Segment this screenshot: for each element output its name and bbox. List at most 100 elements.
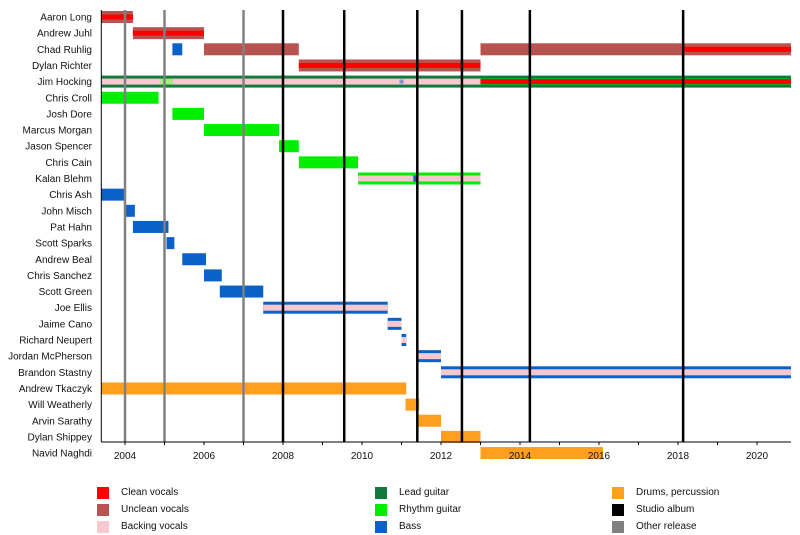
legend-column: Lead guitar Rhythm guitar Bass: [375, 484, 461, 535]
bar-inner: [480, 79, 791, 85]
member-label: Richard Neupert: [19, 336, 92, 347]
bar-segment: [204, 269, 222, 282]
legend-item-lead: Lead guitar: [375, 484, 461, 501]
member-label: Chris Ash: [49, 190, 92, 201]
member-labels: Aaron Long Andrew Juhl Chad Ruhlig Dylan Ri…: [8, 13, 93, 460]
x-tick-label: 2004: [114, 451, 137, 462]
legend-label: Backing vocals: [121, 521, 188, 532]
timeline-chart: Aaron Long Andrew Juhl Chad Ruhlig Dylan Ri…: [8, 10, 791, 462]
member-bar-bass: [401, 334, 407, 346]
member-label: Jordan McPherson: [8, 352, 92, 363]
legend-swatch: [97, 486, 109, 499]
member-label: Dylan Shippey: [28, 432, 92, 443]
bar-stripe: [358, 175, 481, 182]
legend-item-studio: Studio album: [612, 501, 719, 518]
member-label: Chris Cain: [45, 158, 92, 169]
legend-swatch: [612, 503, 624, 516]
x-tick-label: 2016: [588, 451, 611, 462]
bar-inner: [298, 62, 481, 68]
x-tick-label: 2008: [272, 451, 295, 462]
member-label: Brandon Stastny: [18, 368, 92, 379]
bar-segment: [204, 43, 299, 56]
member-bar-bass: [101, 188, 125, 201]
member-bar-bass: [417, 350, 441, 363]
member-bar-bass: [166, 237, 175, 250]
member-bar-drums: [405, 398, 420, 411]
member-label: Chad Ruhlig: [37, 45, 92, 56]
member-bar-unclean: [101, 11, 133, 23]
legend-label: Bass: [399, 521, 422, 532]
legend-item-clean: Clean vocals: [97, 484, 189, 501]
x-tick-label: 2014: [509, 451, 532, 462]
bar-inner: [132, 30, 204, 36]
member-label: Navid Naghdi: [32, 449, 92, 460]
legend-item-rhythm: Rhythm guitar: [375, 501, 461, 518]
member-bar-drums: [101, 382, 407, 395]
bar-inner: [683, 46, 791, 52]
bar-segment: [166, 237, 175, 250]
member-bars: [101, 11, 791, 460]
legend-label: Other release: [636, 521, 697, 532]
bar-segment: [219, 285, 264, 298]
member-bar-unclean: [204, 43, 299, 56]
release-lines: [123, 10, 685, 442]
bar-segment: [125, 204, 135, 217]
legend-swatch: [375, 503, 387, 516]
member-bar-unclean: [132, 27, 204, 40]
member-bar-bass: [125, 204, 135, 217]
member-bar-bass: [219, 285, 264, 298]
bar-inner: [413, 175, 419, 182]
x-tick-label: 2012: [430, 451, 453, 462]
x-tick-label: 2010: [351, 451, 374, 462]
member-label: Dylan Richter: [32, 61, 93, 72]
bar-inner: [399, 79, 404, 84]
bar-segment: [101, 91, 159, 104]
bar-inner: [101, 14, 133, 20]
bar-segment: [182, 253, 206, 266]
member-label: John Misch: [41, 206, 92, 217]
member-label: Andrew Beal: [35, 255, 92, 266]
member-label: Pat Hahn: [50, 222, 92, 233]
member-bar-bass: [172, 43, 183, 56]
legend: Clean vocals Unclean vocals Backing vocals…: [0, 484, 800, 535]
member-bar-rhythm: [101, 91, 159, 104]
bar-stripe: [417, 353, 441, 360]
legend-label: Drums, percussion: [636, 487, 720, 498]
member-label: Andrew Tkaczyk: [19, 384, 93, 395]
bar-segment: [417, 414, 441, 427]
bar-segment: [101, 382, 407, 395]
bar-stripe: [401, 337, 407, 343]
member-label: Jaime Cano: [39, 319, 93, 330]
member-label: Andrew Juhl: [37, 29, 92, 40]
x-tick-label: 2020: [746, 451, 769, 462]
member-label: Scott Sparks: [35, 239, 92, 250]
member-label: Jim Hocking: [38, 77, 92, 88]
legend-label: Lead guitar: [399, 487, 450, 498]
member-bar-unclean: [480, 43, 684, 56]
member-bar-rhythm: [358, 172, 481, 185]
bar-segment: [480, 43, 684, 56]
member-bar-lead: [160, 75, 173, 88]
legend-column: Clean vocals Unclean vocals Backing vocals: [97, 484, 189, 535]
member-label: Jason Spencer: [25, 142, 92, 153]
legend-item-bass: Bass: [375, 518, 461, 535]
legend-label: Clean vocals: [121, 487, 179, 498]
bar-stripe: [172, 78, 481, 85]
legend-item-other: Other release: [612, 518, 719, 535]
x-tick-label: 2006: [193, 451, 216, 462]
member-label: Chris Sanchez: [27, 271, 92, 282]
legend-label: Unclean vocals: [121, 504, 189, 515]
legend-swatch: [97, 503, 109, 516]
member-label: Arvin Sarathy: [32, 416, 92, 427]
member-label: Josh Dore: [46, 109, 92, 120]
member-label: Aaron Long: [40, 13, 92, 24]
legend-swatch: [375, 486, 387, 499]
member-bar-bass: [132, 220, 169, 233]
member-label: Scott Green: [39, 287, 92, 298]
bar-segment: [132, 220, 169, 233]
member-bar-lead: [101, 75, 161, 88]
legend-item-unclean: Unclean vocals: [97, 501, 189, 518]
member-bar-rhythm: [172, 107, 204, 120]
bar-segment: [480, 447, 603, 460]
member-label: Kalan Blehm: [35, 174, 92, 185]
